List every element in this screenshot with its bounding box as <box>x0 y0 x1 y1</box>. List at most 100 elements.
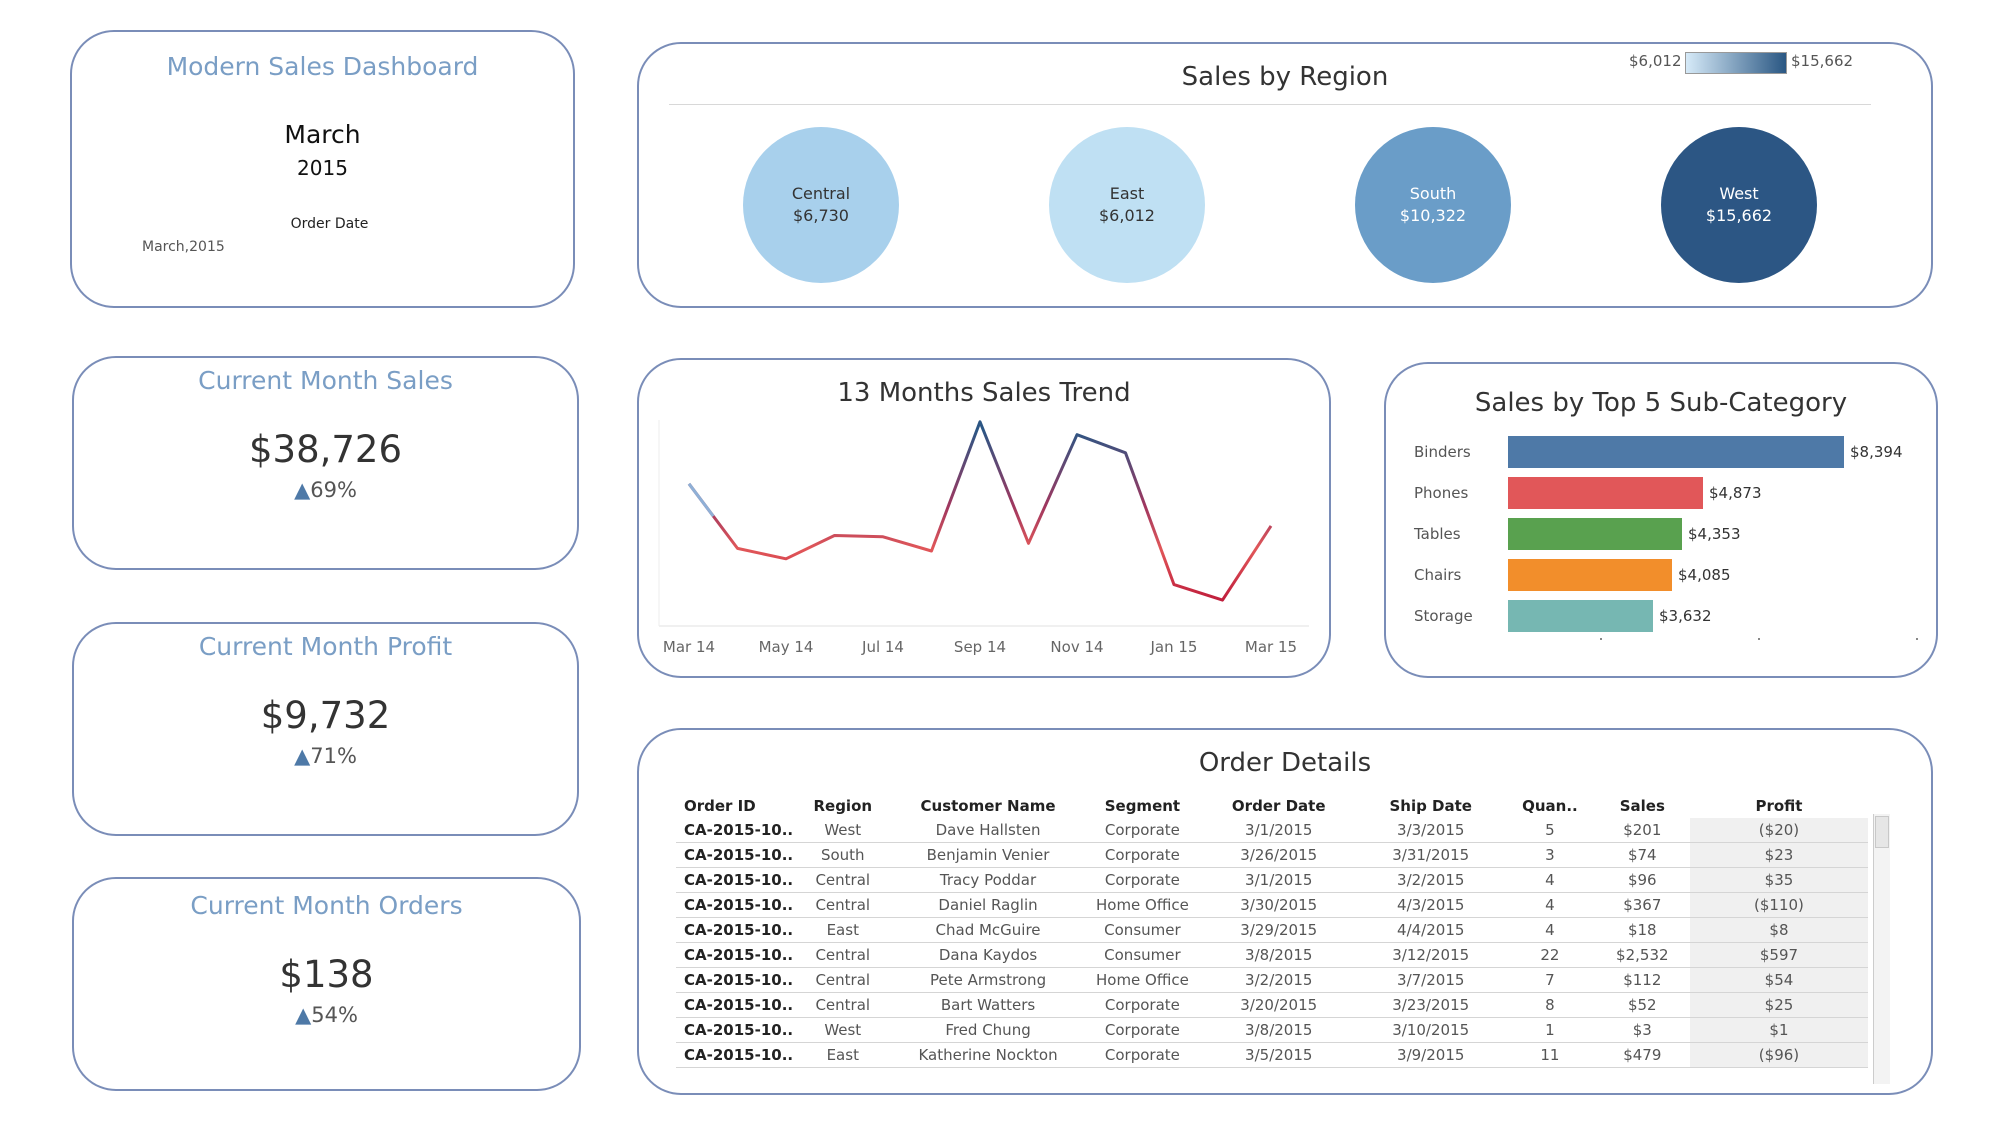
column-header[interactable]: Quan.. <box>1522 797 1578 815</box>
region-bubble-central[interactable]: Central $6,730 <box>743 127 899 283</box>
triangle-up-icon: ▲ <box>294 478 311 502</box>
table-row[interactable]: CA-2015-10.. West Dave Hallsten Corporate 3/… <box>676 818 1868 843</box>
axis-tick <box>1758 638 1760 640</box>
column-header[interactable]: Customer Name <box>920 797 1056 815</box>
bar-value-label: $4,353 <box>1688 525 1741 543</box>
table-row[interactable]: CA-2015-10.. Central Pete Armstrong Home Of… <box>676 967 1868 993</box>
bar-category-label: Chairs <box>1414 566 1462 584</box>
subcat-card: Sales by Top 5 Sub-Category Binders $8,39… <box>1384 362 1938 678</box>
column-header[interactable]: Segment <box>1104 797 1181 815</box>
color-legend: $6,012 $15,662 <box>1629 48 1889 74</box>
trend-line[interactable] <box>687 420 1273 602</box>
kpi-change-value: 54% <box>311 1003 358 1027</box>
column-header[interactable]: Region <box>813 797 873 815</box>
region-bubble-east[interactable]: East $6,012 <box>1049 127 1205 283</box>
table-cell: 4/4/2015 <box>1356 917 1506 943</box>
table-cell: Corporate <box>1083 867 1202 893</box>
triangle-up-icon: ▲ <box>294 744 311 768</box>
table-row[interactable]: CA-2015-10.. Central Dana Kaydos Consumer 3/… <box>676 942 1868 968</box>
region-bubble-name: West <box>1719 184 1759 203</box>
x-tick-label: Sep 14 <box>954 638 1006 656</box>
table-cell: East <box>793 1042 893 1068</box>
table-cell: $1 <box>1689 1017 1868 1043</box>
table-cell: Chad McGuire <box>892 917 1084 943</box>
region-bubble-value: $15,662 <box>1705 206 1773 225</box>
table-cell: $52 <box>1594 992 1690 1018</box>
region-bubble-west[interactable]: West $15,662 <box>1661 127 1817 283</box>
region-bubble-name: Central <box>791 184 851 203</box>
kpi-title: Current Month Profit <box>198 632 453 661</box>
kpi-card-orders: Current Month Orders $138 ▲54% <box>72 877 581 1091</box>
table-cell: Corporate <box>1083 1017 1202 1043</box>
x-tick-label: Jul 14 <box>861 638 904 656</box>
table-cell: 3/20/2015 <box>1201 992 1357 1018</box>
table-cell: Home Office <box>1083 967 1202 993</box>
table-cell: CA-2015-10.. <box>676 1042 794 1068</box>
column-header[interactable]: Ship Date <box>1389 797 1472 815</box>
region-bubble-name: East <box>1109 184 1145 203</box>
kpi-title: Current Month Sales <box>198 366 453 395</box>
bar-phones[interactable] <box>1508 477 1703 509</box>
x-tick-label: May 14 <box>759 638 814 656</box>
table-cell: $3 <box>1594 1017 1690 1043</box>
legend-max-label: $15,662 <box>1791 52 1854 70</box>
bar-value-label: $4,085 <box>1678 566 1731 584</box>
table-row[interactable]: CA-2015-10.. Central Daniel Raglin Home Off… <box>676 892 1868 918</box>
bar-tables[interactable] <box>1508 518 1682 550</box>
table-cell: 8 <box>1505 992 1595 1018</box>
kpi-card-profit: Current Month Profit $9,732 ▲71% <box>72 622 579 836</box>
region-bubble-south[interactable]: South $10,322 <box>1355 127 1511 283</box>
table-cell: CA-2015-10.. <box>676 992 794 1018</box>
table-row[interactable]: CA-2015-10.. South Benjamin Venier Corporat… <box>676 842 1868 868</box>
bar-value-label: $8,394 <box>1850 443 1903 461</box>
table-row[interactable]: CA-2015-10.. Central Tracy Poddar Corporate… <box>676 867 1868 893</box>
axis-tick <box>1916 638 1918 640</box>
dashboard-title: Modern Sales Dashboard <box>166 52 479 81</box>
table-cell: Consumer <box>1083 942 1202 968</box>
bar-value-label: $4,873 <box>1709 484 1762 502</box>
kpi-value: $138 <box>279 953 374 996</box>
table-cell: $479 <box>1594 1042 1690 1068</box>
table-cell: Corporate <box>1083 1042 1202 1068</box>
table-row[interactable]: CA-2015-10.. West Fred Chung Corporate 3/8/2… <box>676 1017 1868 1043</box>
bar-category-label: Tables <box>1414 525 1461 543</box>
table-cell: 3 <box>1505 842 1595 868</box>
axis-tick <box>1600 638 1602 640</box>
region-bubble-value: $10,322 <box>1399 206 1467 225</box>
table-cell: Central <box>793 942 893 968</box>
table-cell: 3/2/2015 <box>1356 867 1506 893</box>
bar-binders[interactable] <box>1508 436 1844 468</box>
triangle-up-icon: ▲ <box>295 1003 312 1027</box>
x-tick-label: Mar 15 <box>1245 638 1297 656</box>
table-cell: Central <box>793 892 893 918</box>
bar-chairs[interactable] <box>1508 559 1672 591</box>
scrollbar-thumb[interactable] <box>1875 816 1889 848</box>
table-scrollbar[interactable] <box>1873 814 1890 1084</box>
legend-gradient <box>1685 52 1787 74</box>
table-cell: 3/1/2015 <box>1201 867 1357 893</box>
table-cell: $18 <box>1594 917 1690 943</box>
table-cell: 5 <box>1505 818 1595 843</box>
table-cell: Pete Armstrong <box>892 967 1084 993</box>
table-cell: Home Office <box>1083 892 1202 918</box>
table-cell: Central <box>793 992 893 1018</box>
table-row[interactable]: CA-2015-10.. East Katherine Nockton Corpora… <box>676 1042 1868 1068</box>
table-cell: ($110) <box>1689 892 1868 918</box>
bar-storage[interactable] <box>1508 600 1653 632</box>
table-row[interactable]: CA-2015-10.. East Chad McGuire Consumer 3/29… <box>676 917 1868 943</box>
column-header[interactable]: Order ID <box>684 797 756 815</box>
table-cell: East <box>793 917 893 943</box>
column-header[interactable]: Order Date <box>1231 797 1326 815</box>
column-header[interactable]: Profit <box>1755 797 1803 815</box>
table-cell: Bart Watters <box>892 992 1084 1018</box>
table-cell: South <box>793 842 893 868</box>
region-bubble-value: $6,730 <box>793 206 849 225</box>
table-row[interactable]: CA-2015-10.. Central Bart Watters Corporate… <box>676 992 1868 1018</box>
table-cell: Fred Chung <box>892 1017 1084 1043</box>
kpi-change-value: 69% <box>310 478 357 502</box>
orders-table: Order ID Region Customer Name Segment Order … <box>676 794 1868 1068</box>
year-label: 2015 <box>297 156 348 180</box>
bar-value-label: $3,632 <box>1659 607 1712 625</box>
column-header[interactable]: Sales <box>1619 797 1665 815</box>
order-date-filter-value[interactable]: March,2015 <box>142 239 225 255</box>
